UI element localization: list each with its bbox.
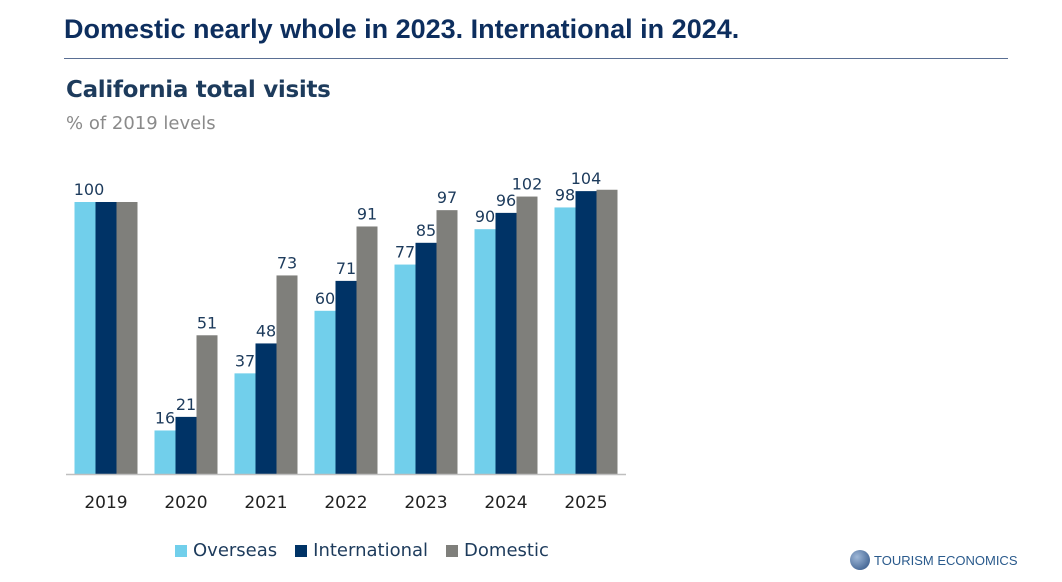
- bar-international-2025: [575, 191, 597, 474]
- data-label: 91: [357, 204, 377, 223]
- data-label: 100: [74, 180, 105, 199]
- bar-overseas-2025: [554, 207, 576, 474]
- x-tick-label: 2022: [324, 493, 367, 513]
- data-label: 104: [571, 169, 602, 188]
- bar-domestic-2020: [196, 335, 218, 474]
- bar-international-2020: [175, 416, 197, 474]
- data-label: 21: [176, 395, 196, 414]
- data-label: 96: [496, 191, 516, 210]
- page-title: Domestic nearly whole in 2023. Internati…: [64, 14, 740, 44]
- bar-international-2019: [95, 202, 117, 474]
- bar-international-2021: [255, 343, 277, 474]
- data-label: 102: [512, 175, 543, 194]
- data-label: 48: [256, 321, 276, 340]
- bar-domestic-2024: [516, 196, 538, 474]
- x-tick-label: 2019: [84, 493, 127, 513]
- data-label: 90: [475, 207, 495, 226]
- data-label: 97: [437, 188, 457, 207]
- data-label: 16: [155, 408, 175, 427]
- legend-item-overseas: Overseas: [175, 540, 277, 561]
- bar-international-2023: [415, 242, 437, 474]
- title-divider: [64, 58, 1008, 59]
- legend: Overseas International Domestic: [175, 540, 549, 561]
- bar-overseas-2020: [154, 430, 176, 474]
- legend-swatch: [295, 544, 308, 557]
- legend-item-domestic: Domestic: [446, 540, 549, 561]
- legend-item-international: International: [295, 540, 428, 561]
- chart-subtitle: % of 2019 levels: [66, 113, 216, 134]
- data-label: 77: [395, 243, 415, 262]
- data-label: 51: [197, 313, 217, 332]
- x-tick-label: 2021: [244, 493, 287, 513]
- bar-domestic-2021: [276, 275, 298, 474]
- legend-swatch: [446, 544, 459, 557]
- x-tick-label: 2023: [404, 493, 447, 513]
- bar-domestic-2023: [436, 210, 458, 474]
- data-label: 37: [235, 351, 255, 370]
- x-tick-label: 2024: [484, 493, 527, 513]
- data-label: 60: [315, 289, 335, 308]
- tourism-economics-logo: TOURISM ECONOMICS: [850, 550, 1018, 570]
- bar-overseas-2019: [74, 202, 96, 474]
- chart-title: California total visits: [66, 77, 331, 103]
- data-label: 85: [416, 221, 436, 240]
- data-label: 71: [336, 259, 356, 278]
- bar-international-2022: [335, 280, 357, 474]
- bar-international-2024: [495, 212, 517, 474]
- bar-domestic-2019: [116, 202, 138, 474]
- data-label: 73: [277, 253, 297, 272]
- globe-icon: [850, 550, 870, 570]
- x-tick-label: 2025: [564, 493, 607, 513]
- bar-overseas-2022: [314, 310, 336, 474]
- data-label: 98: [555, 185, 575, 204]
- bar-domestic-2025: [596, 189, 618, 474]
- bar-overseas-2024: [474, 229, 496, 474]
- bar-overseas-2021: [234, 373, 256, 474]
- legend-swatch: [175, 544, 187, 557]
- x-tick-label: 2020: [164, 493, 207, 513]
- bar-overseas-2023: [394, 264, 416, 474]
- bar-domestic-2022: [356, 226, 378, 474]
